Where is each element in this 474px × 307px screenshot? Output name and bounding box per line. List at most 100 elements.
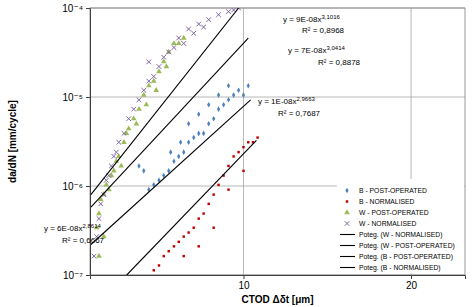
data-point bbox=[198, 217, 200, 219]
data-point bbox=[207, 121, 210, 127]
trend-line bbox=[127, 140, 257, 275]
data-point bbox=[207, 203, 209, 205]
y-tick-mark bbox=[86, 97, 90, 98]
equation-exponent: 3,0414 bbox=[326, 45, 345, 51]
data-point bbox=[161, 55, 166, 60]
data-point bbox=[116, 140, 121, 145]
data-point bbox=[153, 269, 155, 271]
data-point bbox=[163, 255, 165, 257]
data-point bbox=[164, 63, 170, 68]
data-point bbox=[196, 22, 201, 27]
legend-item: Poteg. (B - NORMALISED) bbox=[340, 264, 441, 272]
data-point bbox=[226, 9, 231, 14]
data-point bbox=[134, 121, 140, 126]
data-point bbox=[147, 79, 152, 84]
x-axis: 1020 bbox=[91, 275, 466, 291]
legend-symbol bbox=[340, 256, 355, 257]
legend-item: B - NORMALISED bbox=[346, 198, 415, 205]
data-point bbox=[183, 255, 185, 257]
data-point bbox=[247, 83, 250, 89]
y-axis-title: da/dN [mm/cycle] bbox=[7, 100, 18, 183]
x-tick-mark bbox=[411, 275, 412, 279]
data-layer bbox=[91, 8, 259, 275]
legend-label: B - NORMALISED bbox=[359, 198, 415, 205]
r-squared: R² = 0,6667 bbox=[62, 236, 105, 245]
data-point bbox=[173, 245, 175, 247]
legend-item: W - POST-OPERATED bbox=[344, 209, 429, 216]
data-point bbox=[247, 141, 249, 143]
y-tick-label: 10⁻⁶ bbox=[62, 181, 83, 192]
data-point bbox=[183, 235, 185, 237]
y-tick-label: 10⁻⁵ bbox=[62, 92, 83, 103]
data-point bbox=[217, 106, 220, 112]
equation-exponent: 2,9663 bbox=[296, 96, 315, 102]
legend-symbol bbox=[346, 200, 348, 202]
legend-symbol bbox=[345, 221, 350, 226]
point-series bbox=[92, 8, 241, 258]
chart-container: 102010⁻⁷10⁻⁶10⁻⁵10⁻⁴B - POST-OPERATEDB -… bbox=[0, 0, 474, 307]
data-point bbox=[232, 92, 235, 98]
data-point bbox=[118, 163, 124, 168]
data-point bbox=[137, 98, 142, 103]
equation: y = 9E-08x3,1016 bbox=[283, 14, 340, 24]
trend-line bbox=[91, 100, 251, 245]
data-point bbox=[212, 226, 214, 228]
data-point bbox=[143, 101, 149, 106]
legend: B - POST-OPERATED B - NORMALISED W - POST-… bbox=[337, 179, 464, 273]
equation-text: y = 9E-08x bbox=[283, 15, 321, 24]
data-point bbox=[242, 146, 244, 148]
y-tick-label: 10⁻⁴ bbox=[62, 3, 83, 14]
data-point bbox=[176, 36, 181, 41]
point-series bbox=[137, 83, 250, 193]
data-point bbox=[182, 149, 185, 155]
data-point bbox=[147, 60, 152, 65]
data-point bbox=[227, 83, 230, 89]
data-point bbox=[227, 97, 230, 103]
legend-label: Poteg. (B - NORMALISED) bbox=[359, 264, 441, 272]
chart-svg: 102010⁻⁷10⁻⁶10⁻⁵10⁻⁴B - POST-OPERATEDB -… bbox=[0, 0, 474, 307]
legend-background bbox=[337, 179, 464, 273]
x-axis-title: CTOD Δδt [μm] bbox=[242, 294, 314, 305]
r-squared: R² = 0,8878 bbox=[318, 58, 361, 67]
data-point bbox=[181, 35, 187, 40]
legend-label: W - POST-OPERATED bbox=[359, 209, 429, 216]
legend-symbol bbox=[340, 245, 355, 246]
data-point bbox=[197, 131, 200, 137]
grid bbox=[90, 8, 465, 275]
y-tick: 10⁻⁶ bbox=[62, 181, 90, 192]
y-tick: 10⁻⁷ bbox=[63, 270, 90, 281]
legend-symbol bbox=[344, 209, 350, 214]
data-point bbox=[126, 116, 131, 121]
data-point bbox=[187, 139, 190, 145]
data-point bbox=[158, 264, 160, 266]
equation-text: y = 1E-08x bbox=[258, 97, 296, 106]
data-point bbox=[187, 121, 190, 127]
equation-text: y = 7E-08x bbox=[288, 46, 326, 55]
data-point bbox=[137, 163, 140, 169]
legend-label: Poteg. (W - NORMALISED) bbox=[359, 231, 442, 239]
data-point bbox=[166, 50, 171, 55]
equation-exponent: 2,8614 bbox=[82, 223, 101, 229]
data-point bbox=[177, 154, 180, 160]
data-point bbox=[153, 87, 159, 92]
y-tick-label: 10⁻⁷ bbox=[63, 270, 83, 281]
legend-symbol bbox=[340, 234, 355, 235]
legend-label: Poteg. (W - POST-OPERATED) bbox=[359, 242, 455, 250]
annotations: y = 9E-08x3,1016R² = 0,8968y = 7E-08x3,0… bbox=[44, 14, 361, 245]
data-point bbox=[166, 49, 172, 54]
data-point bbox=[172, 45, 177, 50]
data-point bbox=[96, 210, 102, 215]
data-point bbox=[227, 165, 229, 167]
x-tick-mark bbox=[243, 275, 244, 279]
data-point bbox=[197, 111, 200, 117]
data-point bbox=[97, 216, 102, 221]
data-point bbox=[92, 254, 97, 259]
data-point bbox=[142, 168, 145, 174]
legend-label: B - POST-OPERATED bbox=[359, 187, 427, 194]
data-point bbox=[114, 150, 119, 155]
plot-background bbox=[90, 8, 465, 275]
data-point bbox=[131, 107, 136, 112]
equation-text: y = 6E-08x bbox=[44, 224, 82, 233]
y-tick: 10⁻⁴ bbox=[62, 3, 90, 14]
equation-exponent: 3,1016 bbox=[321, 14, 340, 20]
